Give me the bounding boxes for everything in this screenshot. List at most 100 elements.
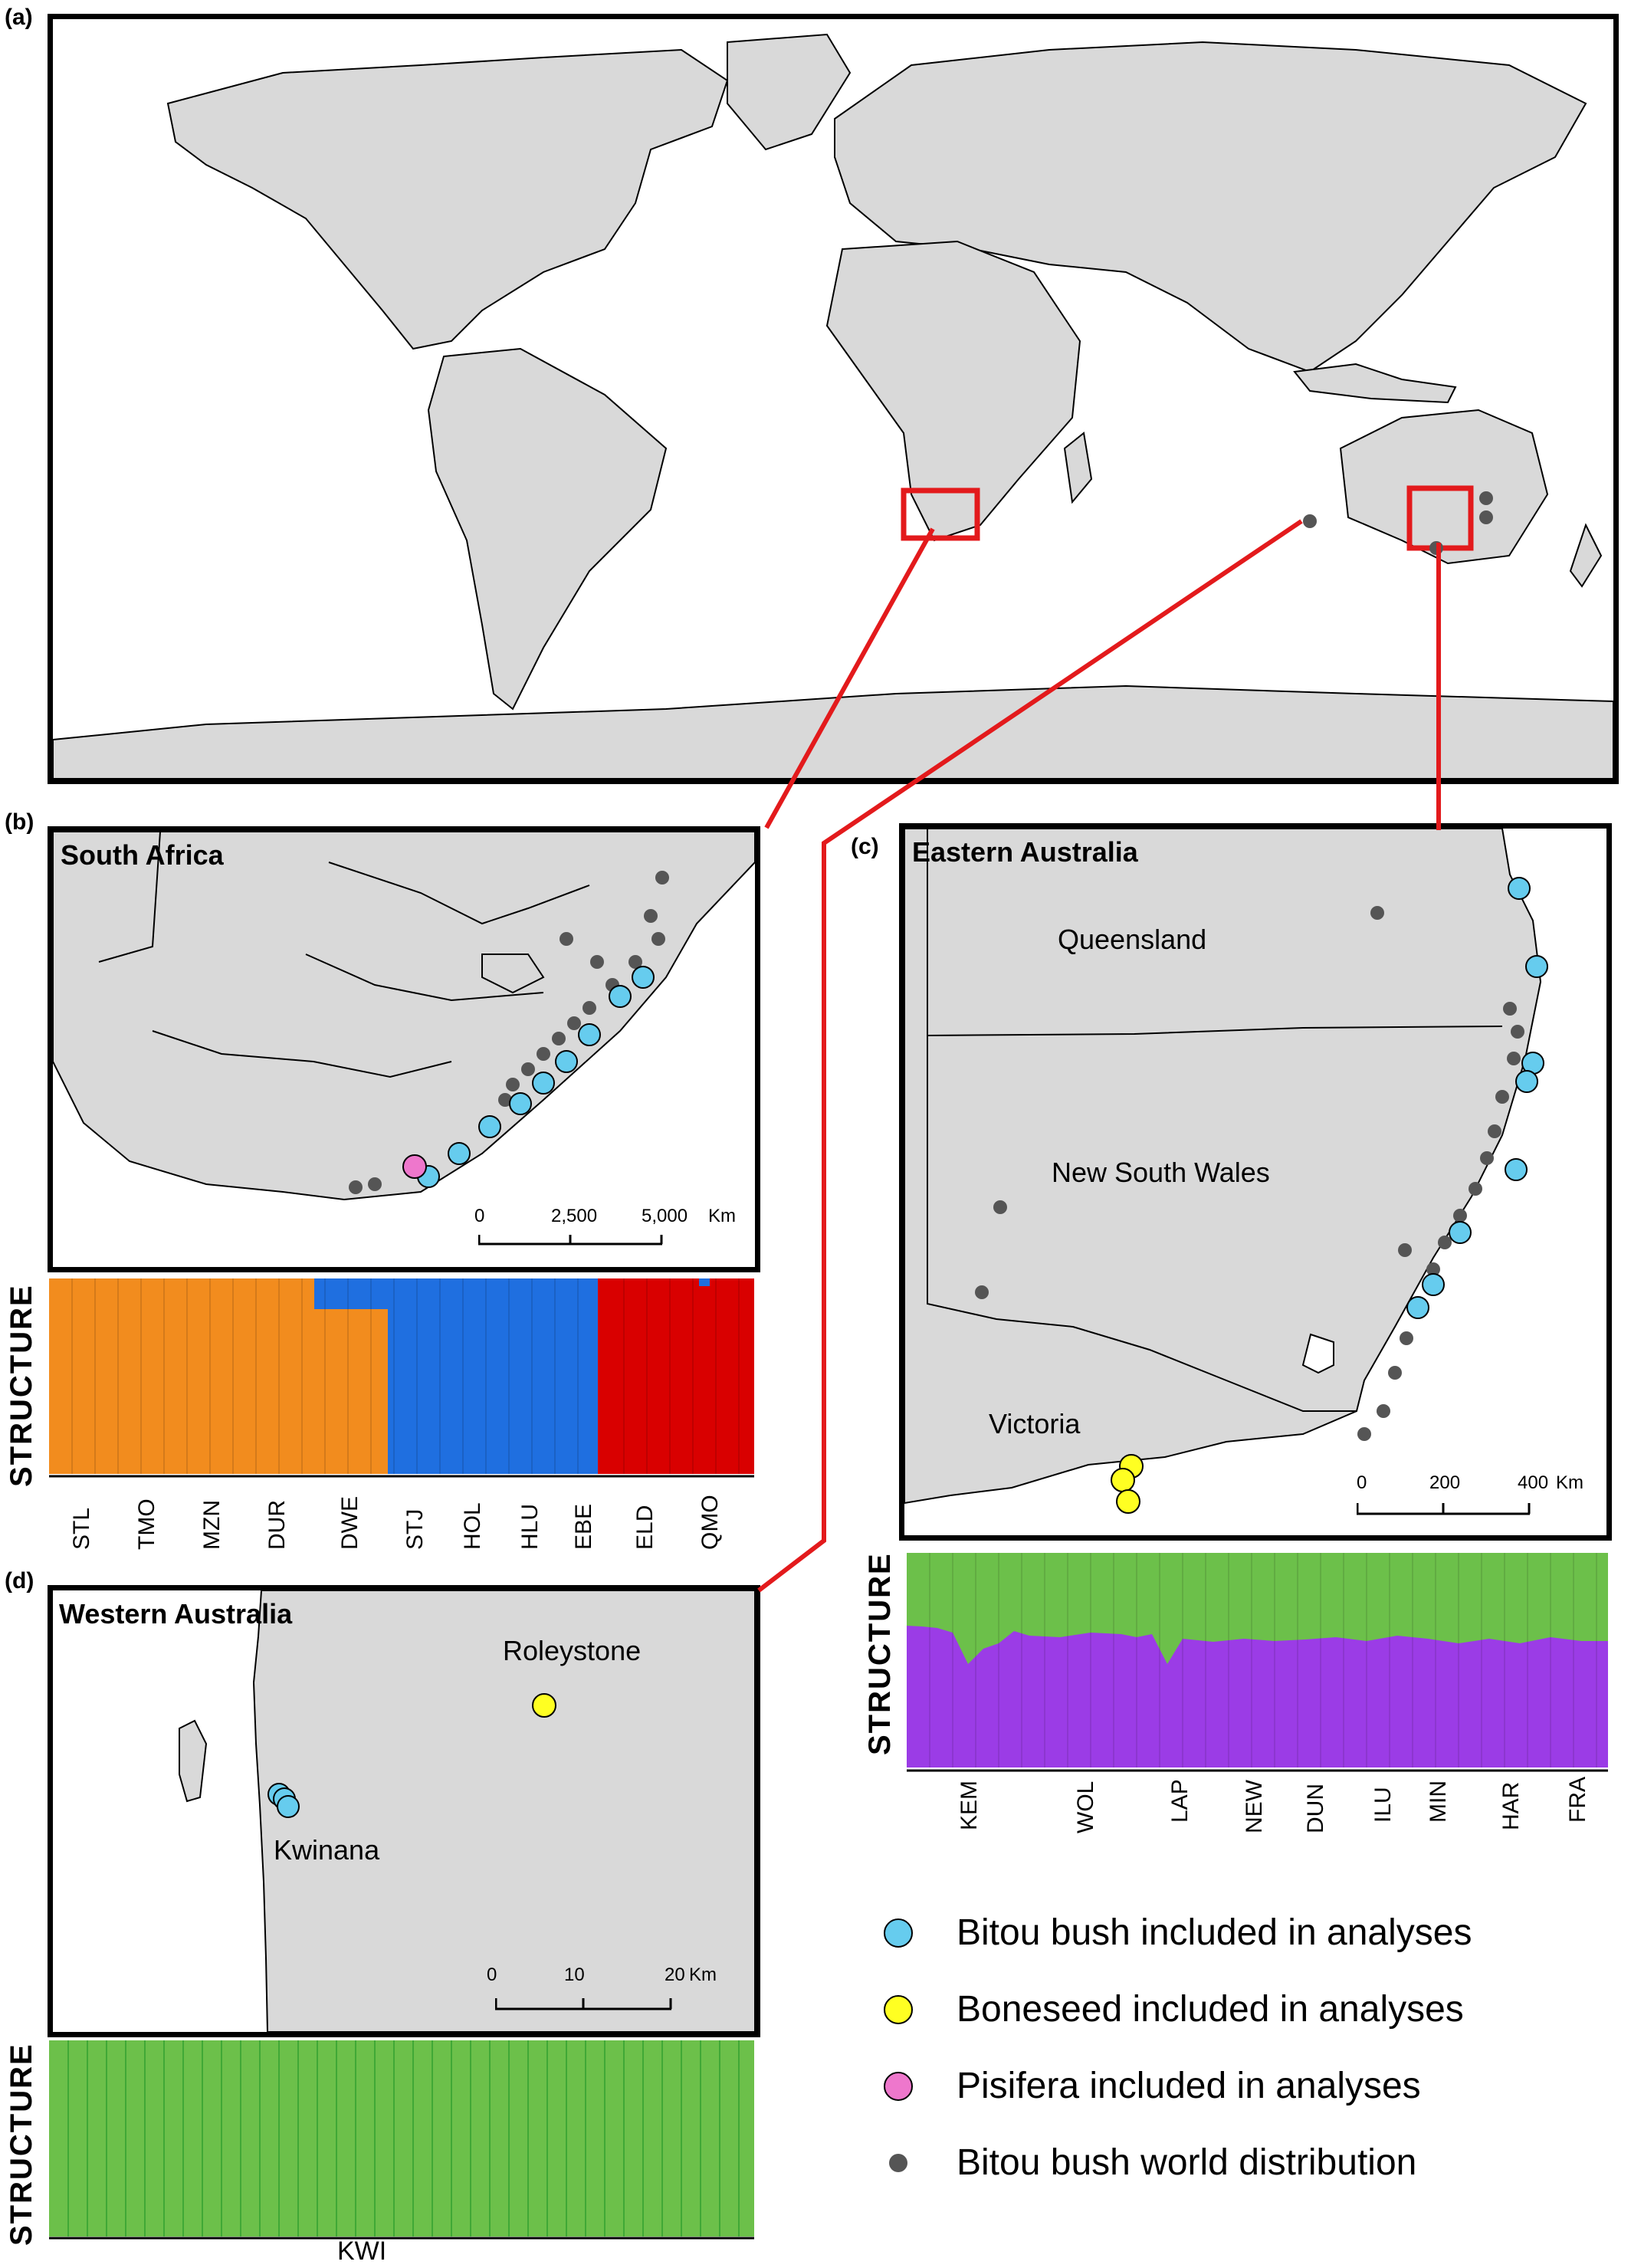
legend-item-world-distribution: Bitou bush world distribution xyxy=(881,2142,1416,2184)
pop-label: DUN xyxy=(1303,1784,1328,1833)
south-africa-map xyxy=(53,832,755,1201)
pop-label: EBE xyxy=(571,1503,596,1550)
panel-a-letter: (a) xyxy=(5,5,33,30)
scale-unit: Km xyxy=(689,1964,717,1985)
pop-label: MIN xyxy=(1426,1781,1451,1823)
island-shape xyxy=(179,1719,208,1803)
distribution-dot xyxy=(349,1180,363,1194)
pisifera-sample-dot xyxy=(402,1154,427,1179)
bitou-sample-dot xyxy=(632,966,655,989)
landmass-new-zealand xyxy=(1569,523,1603,588)
pop-label: HLU xyxy=(517,1503,543,1550)
region-label-victoria: Victoria xyxy=(989,1408,1081,1439)
distribution-dot xyxy=(1400,1331,1413,1345)
distribution-dot xyxy=(498,1093,512,1107)
distribution-dot xyxy=(582,1001,596,1015)
structure-label-b: STRUCTURE xyxy=(5,1284,38,1487)
border-line xyxy=(328,862,590,925)
bitou-sample-dot xyxy=(532,1072,555,1095)
bitou-sample-dot xyxy=(578,1023,601,1046)
scale-tick-2: 400 xyxy=(1518,1472,1549,1493)
region-label-new-south-wales: New South Wales xyxy=(1052,1157,1270,1188)
lake-shape xyxy=(1301,1333,1334,1374)
distribution-dot xyxy=(644,909,658,923)
pop-label: LAP xyxy=(1167,1779,1193,1823)
scale-tick-1: 2,500 xyxy=(551,1206,598,1226)
eastern-australia-title: Eastern Australia xyxy=(912,836,1138,868)
legend-swatch-pink-circle xyxy=(884,2071,913,2101)
legend-label: Bitou bush world distribution xyxy=(957,2142,1417,2183)
pop-label: FRA xyxy=(1565,1777,1590,1823)
legend-swatch-cyan-circle xyxy=(884,1918,913,1948)
legend-label: Boneseed included in analyses xyxy=(957,1989,1464,2030)
distribution-dot xyxy=(1388,1366,1402,1380)
distribution-dot xyxy=(1507,1052,1521,1065)
distribution-dot xyxy=(1370,906,1384,920)
panel-d-letter: (d) xyxy=(5,1568,34,1594)
western-australia-map-frame: Western Australia Roleystone Kwinana 0 1… xyxy=(48,1585,760,2037)
structure-plot-b xyxy=(49,1278,754,1478)
distribution-dot xyxy=(1488,1124,1501,1138)
landmass-western-australia xyxy=(252,1590,755,2032)
scale-tick-1: 200 xyxy=(1429,1472,1461,1493)
distribution-dot xyxy=(368,1177,382,1191)
distribution-dot xyxy=(1438,1236,1452,1249)
bitou-sample-dot xyxy=(1515,1070,1538,1093)
distribution-dot xyxy=(651,932,665,946)
pop-label: TMO xyxy=(134,1498,159,1550)
bitou-sample-dot xyxy=(1449,1221,1472,1244)
scale-tick-0: 0 xyxy=(487,1964,497,1985)
bitou-sample-dot xyxy=(1508,877,1531,900)
landmass-madagascar xyxy=(1063,432,1093,504)
western-australia-title: Western Australia xyxy=(59,1598,293,1630)
scale-bar-line xyxy=(478,1235,663,1246)
distribution-dot xyxy=(1479,491,1493,505)
world-map xyxy=(53,33,1613,779)
panel-b-letter: (b) xyxy=(5,809,34,835)
distribution-dot xyxy=(993,1200,1007,1214)
distribution-dot xyxy=(1429,541,1443,555)
distribution-dot xyxy=(1511,1025,1524,1039)
distribution-dot xyxy=(1480,1151,1494,1165)
distribution-dot xyxy=(506,1078,520,1091)
landmass-indonesia xyxy=(1293,363,1457,404)
scale-tick-0: 0 xyxy=(1357,1472,1367,1493)
distribution-dot xyxy=(537,1047,550,1061)
world-map-frame xyxy=(48,14,1619,784)
south-africa-map-frame: South Africa 0 2,500 5,000 Km xyxy=(48,826,760,1272)
distribution-dot xyxy=(590,955,604,969)
structure-plot-c xyxy=(907,1553,1608,1772)
distribution-dot xyxy=(975,1285,989,1299)
pop-label: QMO xyxy=(697,1495,723,1550)
distribution-dot xyxy=(1469,1182,1482,1196)
legend-swatch-yellow-circle xyxy=(884,1994,913,2024)
western-australia-map xyxy=(179,1590,755,2032)
scale-tick-1: 10 xyxy=(564,1964,585,1985)
pop-label: HOL xyxy=(460,1502,485,1550)
bitou-sample-dot xyxy=(1505,1158,1528,1181)
pop-label: NEW xyxy=(1242,1780,1267,1833)
legend-swatch-gray-dot xyxy=(889,2153,907,2172)
distribution-dot xyxy=(1503,1002,1517,1016)
scale-tick-2: 5,000 xyxy=(642,1206,688,1226)
distribution-dot xyxy=(552,1032,566,1045)
pop-label: STL xyxy=(69,1507,94,1550)
scale-bar-line xyxy=(495,1998,672,2010)
place-label-roleystone: Roleystone xyxy=(503,1635,642,1666)
border-line xyxy=(98,832,161,963)
pop-label: KEM xyxy=(957,1780,982,1830)
bitou-sample-dot xyxy=(448,1142,471,1165)
bitou-sample-dot xyxy=(277,1795,300,1818)
distribution-dot xyxy=(1495,1090,1509,1104)
border-line xyxy=(305,953,544,1002)
legend-item-bitou-analyses: Bitou bush included in analyses xyxy=(881,1912,1472,1954)
legend-item-boneseed-analyses: Boneseed included in analyses xyxy=(881,1988,1464,2030)
bitou-sample-dot xyxy=(478,1115,501,1138)
bitou-sample-dot xyxy=(509,1092,532,1115)
landmass-north-america xyxy=(166,48,729,350)
bitou-sample-dot xyxy=(1422,1273,1445,1296)
structure-label-d: STRUCTURE xyxy=(5,2043,38,2246)
pop-label: WOL xyxy=(1073,1781,1098,1833)
border-line xyxy=(481,953,545,994)
pop-label-kwi: KWI xyxy=(337,2237,387,2266)
